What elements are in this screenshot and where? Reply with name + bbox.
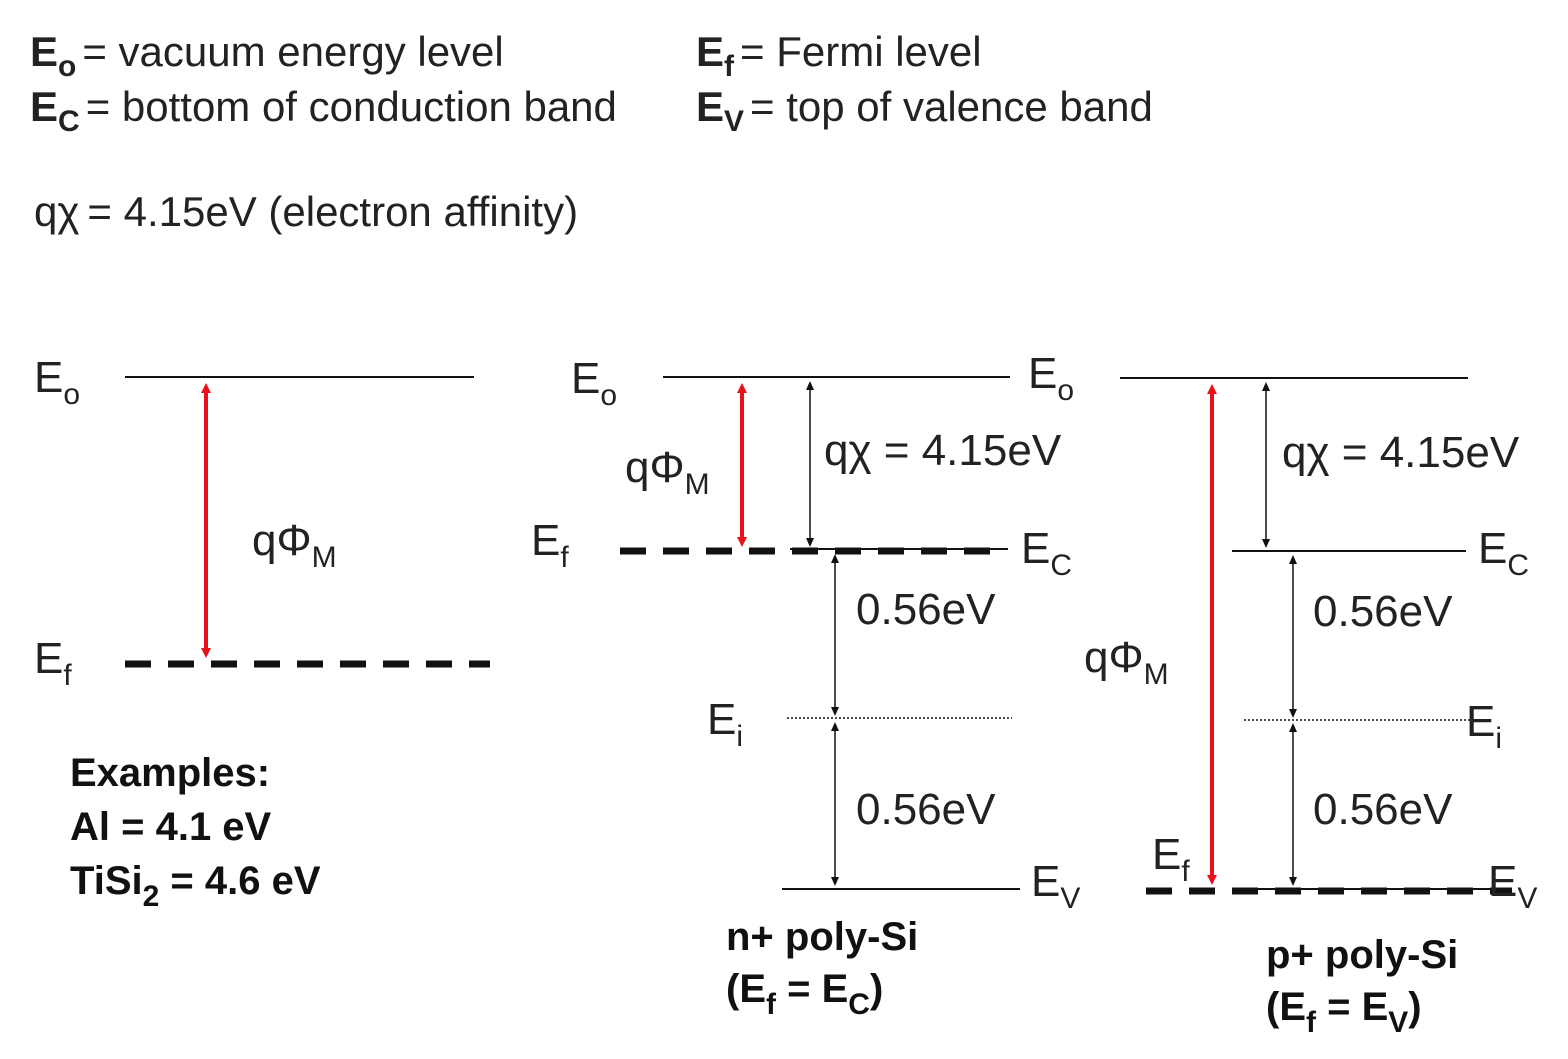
ppoly-phi-label: qΦM xyxy=(1084,633,1169,691)
npoly-ef-label: Ef xyxy=(531,516,569,574)
example-tisi2: TiSi2 = 4.6 eV xyxy=(70,859,321,913)
ppoly-chi-label: qχ = 4.15eV xyxy=(1282,428,1520,477)
ppoly-ec-label: EC xyxy=(1478,524,1529,582)
npoly-chi-label: qχ = 4.15eV xyxy=(824,426,1062,475)
npoly-ev-label: EV xyxy=(1031,857,1080,915)
ppoly-lower-gap-label: 0.56eV xyxy=(1313,785,1453,834)
npoly-e0-right-label: Eo xyxy=(1028,349,1074,407)
npoly-upper-gap-label: 0.56eV xyxy=(856,585,996,634)
npoly-ei-label: Ei xyxy=(707,695,743,753)
example-al: Al = 4.1 eV xyxy=(70,805,272,849)
legend-ev: EV = top of valence band xyxy=(696,83,1153,138)
ppoly-diagram: qχ = 4.15eV EC 0.56eV qΦM Ei 0.56eV Ef E… xyxy=(1084,377,1537,1039)
ppoly-ef-label: Ef xyxy=(1152,830,1190,888)
legend-affinity: qχ = 4.15eV (electron affinity) xyxy=(34,188,578,235)
ppoly-caption: p+ poly-Si xyxy=(1266,933,1458,977)
npoly-lower-gap-label: 0.56eV xyxy=(856,785,996,834)
legend: Eo = vacuum energy level EC = bottom of co… xyxy=(30,28,1153,235)
npoly-diagram: Eo Eo Ef qΦM qχ = 4.15eV EC 0.56eV Ei 0.… xyxy=(531,349,1080,1021)
metal-diagram: Eo Ef qΦM Examples: Al = 4.1 eV TiSi2 = … xyxy=(34,353,490,913)
metal-phi-label: qΦM xyxy=(252,516,337,574)
ppoly-ev-label: EV xyxy=(1488,857,1537,915)
npoly-ec-label: EC xyxy=(1021,524,1072,582)
npoly-caption: n+ poly-Si xyxy=(726,915,918,959)
ppoly-caption-condition: (Ef = EV) xyxy=(1266,985,1422,1039)
examples-title: Examples: xyxy=(70,751,270,795)
npoly-caption-condition: (Ef = EC) xyxy=(726,967,883,1021)
npoly-e0-left-label: Eo xyxy=(571,354,617,412)
ppoly-upper-gap-label: 0.56eV xyxy=(1313,587,1453,636)
metal-e0-label: Eo xyxy=(34,353,80,411)
examples-block: Examples: Al = 4.1 eV TiSi2 = 4.6 eV xyxy=(70,751,321,913)
legend-e0: Eo = vacuum energy level xyxy=(30,28,504,83)
npoly-phi-label: qΦM xyxy=(625,443,710,501)
legend-ec: EC = bottom of conduction band xyxy=(30,83,617,138)
metal-ef-label: Ef xyxy=(34,634,72,692)
legend-ef: Ef = Fermi level xyxy=(696,28,982,83)
ppoly-ei-label: Ei xyxy=(1466,697,1502,755)
